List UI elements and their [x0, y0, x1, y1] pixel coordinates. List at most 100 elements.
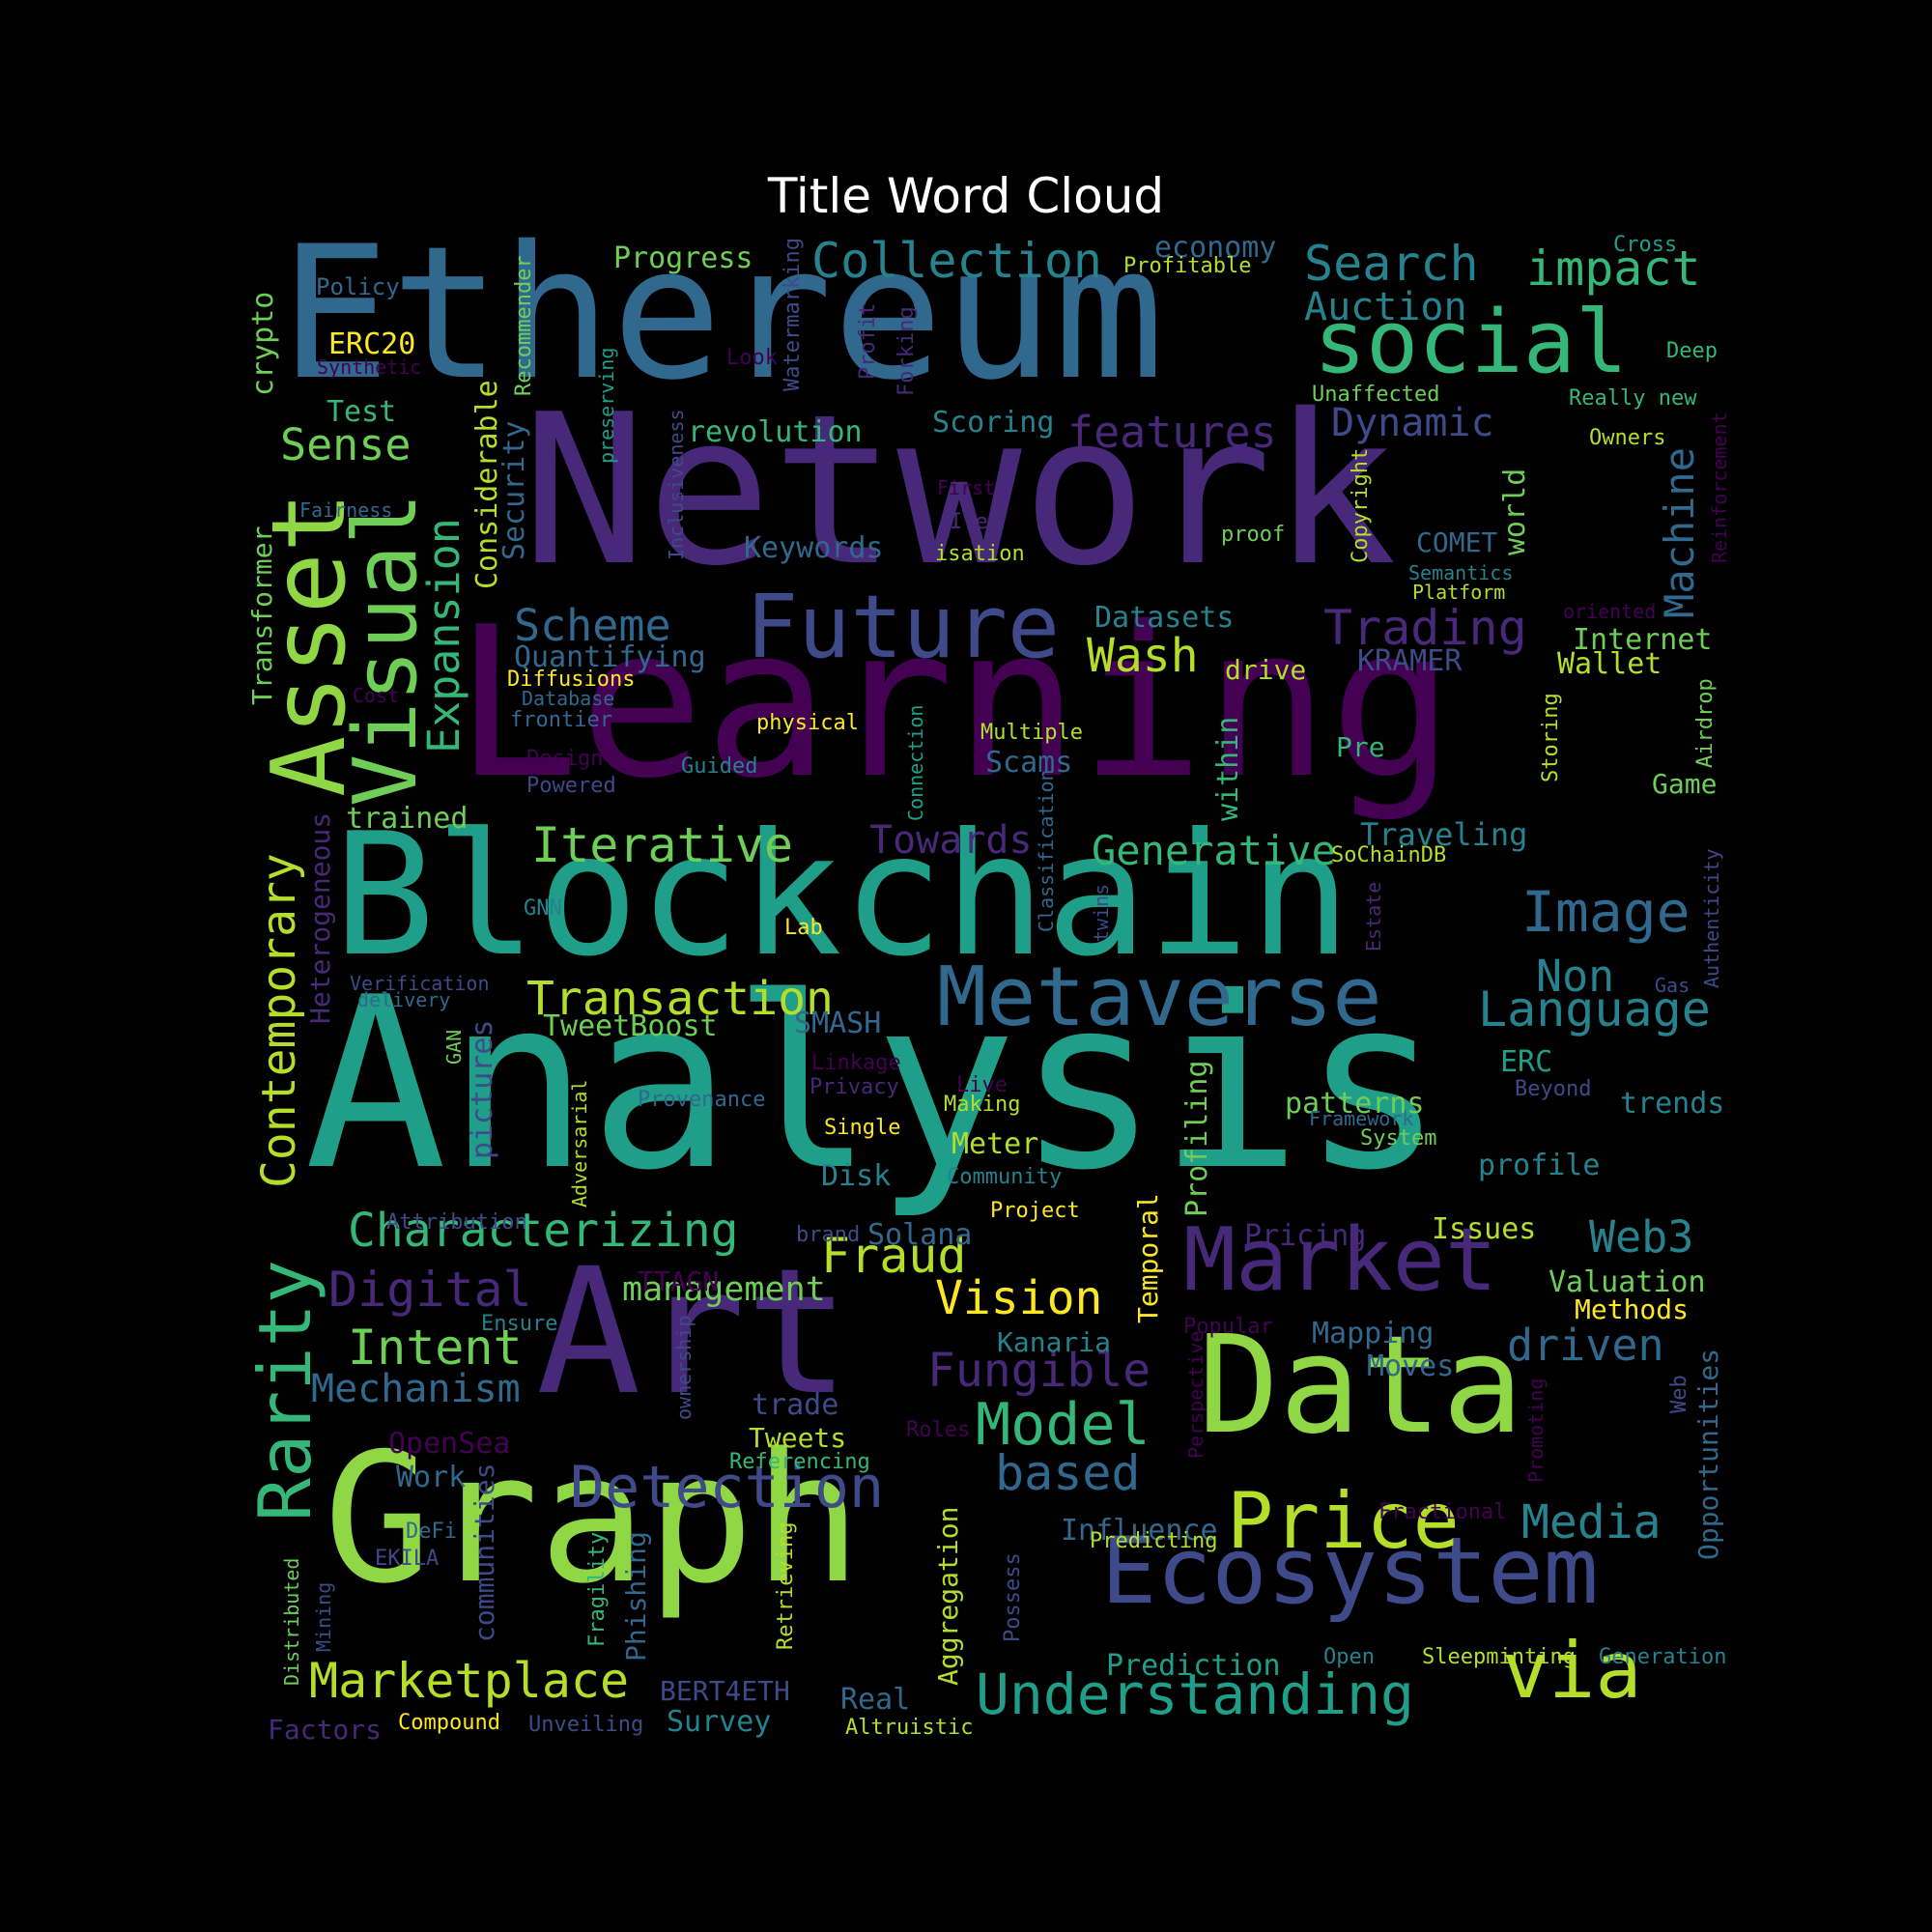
word-pre: Pre	[1336, 731, 1385, 763]
word-web3: Web3	[1589, 1211, 1694, 1263]
word-kanaria: Kanaria	[997, 1326, 1112, 1358]
word-altruistic: Altruistic	[845, 1716, 974, 1740]
word-open: Open	[1323, 1645, 1375, 1669]
word-erc: ERC	[1500, 1045, 1553, 1079]
word-predicting: Predicting	[1090, 1529, 1218, 1553]
word-retrieving: Retrieving	[774, 1521, 798, 1650]
word-wash: Wash	[1087, 629, 1199, 683]
word-item: Item	[950, 510, 1001, 534]
word-project: Project	[990, 1199, 1080, 1223]
word-understanding: Understanding	[976, 1662, 1414, 1727]
word-verification: Verification	[350, 972, 490, 995]
word-preserving: preserving	[595, 347, 618, 464]
word-generative: Generative	[1092, 827, 1336, 874]
word-model: Model	[976, 1391, 1151, 1459]
word-physical: physical	[756, 711, 859, 735]
word-privacy: Privacy	[810, 1075, 899, 1099]
word-cloud: Ethereum Network Learning Blockchain Analysi…	[242, 222, 1739, 1748]
word-price: Price	[1227, 1476, 1460, 1566]
word-erc20: ERC20	[328, 327, 416, 361]
word-opensea: OpenSea	[388, 1427, 511, 1461]
word-linkage: Linkage	[811, 1051, 901, 1075]
word-opportunities: Opportunities	[1692, 1348, 1724, 1560]
word-game: Game	[1652, 768, 1718, 800]
word-frontier: frontier	[510, 708, 612, 732]
word-storing: Storing	[1539, 693, 1563, 782]
word-detection: Detection	[570, 1454, 885, 1521]
word-deep: Deep	[1666, 339, 1718, 363]
word-disk: Disk	[821, 1159, 892, 1193]
word-powered: Powered	[526, 774, 616, 798]
word-pricing: Pricing	[1244, 1219, 1367, 1253]
word-owners: Owners	[1589, 426, 1666, 450]
word-survey: Survey	[667, 1705, 772, 1739]
word-really-new: Really new	[1569, 386, 1697, 411]
word-features: features	[1067, 407, 1277, 458]
word-communities: communities	[469, 1463, 500, 1642]
word-single: Single	[824, 1116, 901, 1140]
word-metaverse: Metaverse	[937, 950, 1382, 1045]
word-making: Making	[944, 1093, 1021, 1117]
word-sleepminting: Sleepminting	[1422, 1645, 1576, 1669]
word-contemporary: Contemporary	[252, 853, 306, 1188]
word-semantics: Semantics	[1408, 561, 1514, 584]
word-bert4eth: BERT4ETH	[660, 1675, 790, 1707]
word-ecosystem: Ecosystem	[1101, 1519, 1599, 1625]
word-forking: Forking	[895, 306, 919, 396]
word-profile: profile	[1478, 1149, 1601, 1182]
word-iterative: Iterative	[531, 817, 793, 873]
word-intent: Intent	[348, 1320, 523, 1376]
word-traveling: Traveling	[1360, 816, 1528, 853]
word-search: Search	[1304, 236, 1479, 292]
word-roles: Roles	[906, 1418, 971, 1442]
word-transformer: Transformer	[246, 526, 278, 705]
word-first: First	[937, 476, 996, 499]
word-trends: trends	[1620, 1087, 1725, 1121]
word-valuation: Valuation	[1548, 1265, 1706, 1299]
word-profit: Profit	[856, 302, 880, 380]
word-management: management	[622, 1270, 826, 1309]
word-driven: driven	[1507, 1320, 1664, 1371]
word-web: Web	[1667, 1375, 1691, 1413]
word-multiple: Multiple	[980, 721, 1083, 745]
word-graph: Graph	[324, 1414, 862, 1623]
word-trading: Trading	[1323, 600, 1527, 656]
word-influence: Influence	[1061, 1514, 1218, 1548]
word-fractional: Fractional	[1378, 1500, 1507, 1524]
word-guided: Guided	[681, 754, 758, 779]
word-promoting: Promoting	[1524, 1378, 1548, 1483]
word-trained: trained	[346, 802, 469, 836]
word-copyright: Copyright	[1349, 447, 1373, 563]
word-art: Art	[536, 1232, 851, 1434]
word-popular: Popular	[1183, 1315, 1273, 1339]
word-scoring: Scoring	[932, 406, 1055, 440]
word-factors: Factors	[268, 1714, 383, 1746]
word-towards: Towards	[869, 818, 1033, 863]
word-perspective: Perspective	[1184, 1330, 1208, 1459]
word-mapping: Mapping	[1312, 1317, 1435, 1350]
word-visual: Visual	[335, 492, 437, 807]
word-network: Network	[522, 369, 1398, 611]
word-quantifying: Quantifying	[514, 640, 706, 674]
word-expansion: Expansion	[418, 518, 469, 753]
word-transaction: Transaction	[526, 972, 834, 1026]
word-progress: Progress	[613, 242, 753, 275]
word-ensure: Ensure	[481, 1312, 558, 1336]
word-sense: Sense	[280, 419, 412, 470]
word-ttagn: TTAGN	[638, 1265, 720, 1297]
word-authenticity: Authenticity	[1700, 848, 1723, 989]
word-marketplace: Marketplace	[309, 1653, 630, 1709]
word-comet: COMET	[1416, 526, 1498, 558]
word-brand: brand	[796, 1223, 861, 1247]
word-unaffected: Unaffected	[1312, 383, 1440, 407]
word-database: Database	[522, 687, 615, 710]
word-policy: Policy	[316, 273, 400, 300]
word-fragility: Fragility	[585, 1531, 610, 1647]
word-fungible: Fungible	[927, 1344, 1151, 1398]
word-cost: Cost	[353, 684, 400, 707]
word-language: Language	[1478, 981, 1711, 1037]
word-gnn: GNN	[524, 896, 562, 921]
word-ownership: ownership	[672, 1315, 696, 1420]
word-auction: Auction	[1304, 285, 1467, 329]
word-classification: Classification	[1035, 769, 1058, 932]
